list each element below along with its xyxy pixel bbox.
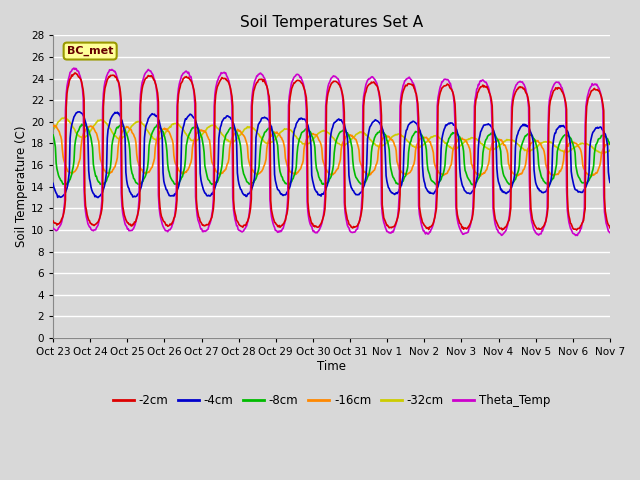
Text: BC_met: BC_met [67,46,113,56]
X-axis label: Time: Time [317,360,346,373]
Legend: -2cm, -4cm, -8cm, -16cm, -32cm, Theta_Temp: -2cm, -4cm, -8cm, -16cm, -32cm, Theta_Te… [108,389,555,412]
Title: Soil Temperatures Set A: Soil Temperatures Set A [240,15,423,30]
Y-axis label: Soil Temperature (C): Soil Temperature (C) [15,126,28,247]
